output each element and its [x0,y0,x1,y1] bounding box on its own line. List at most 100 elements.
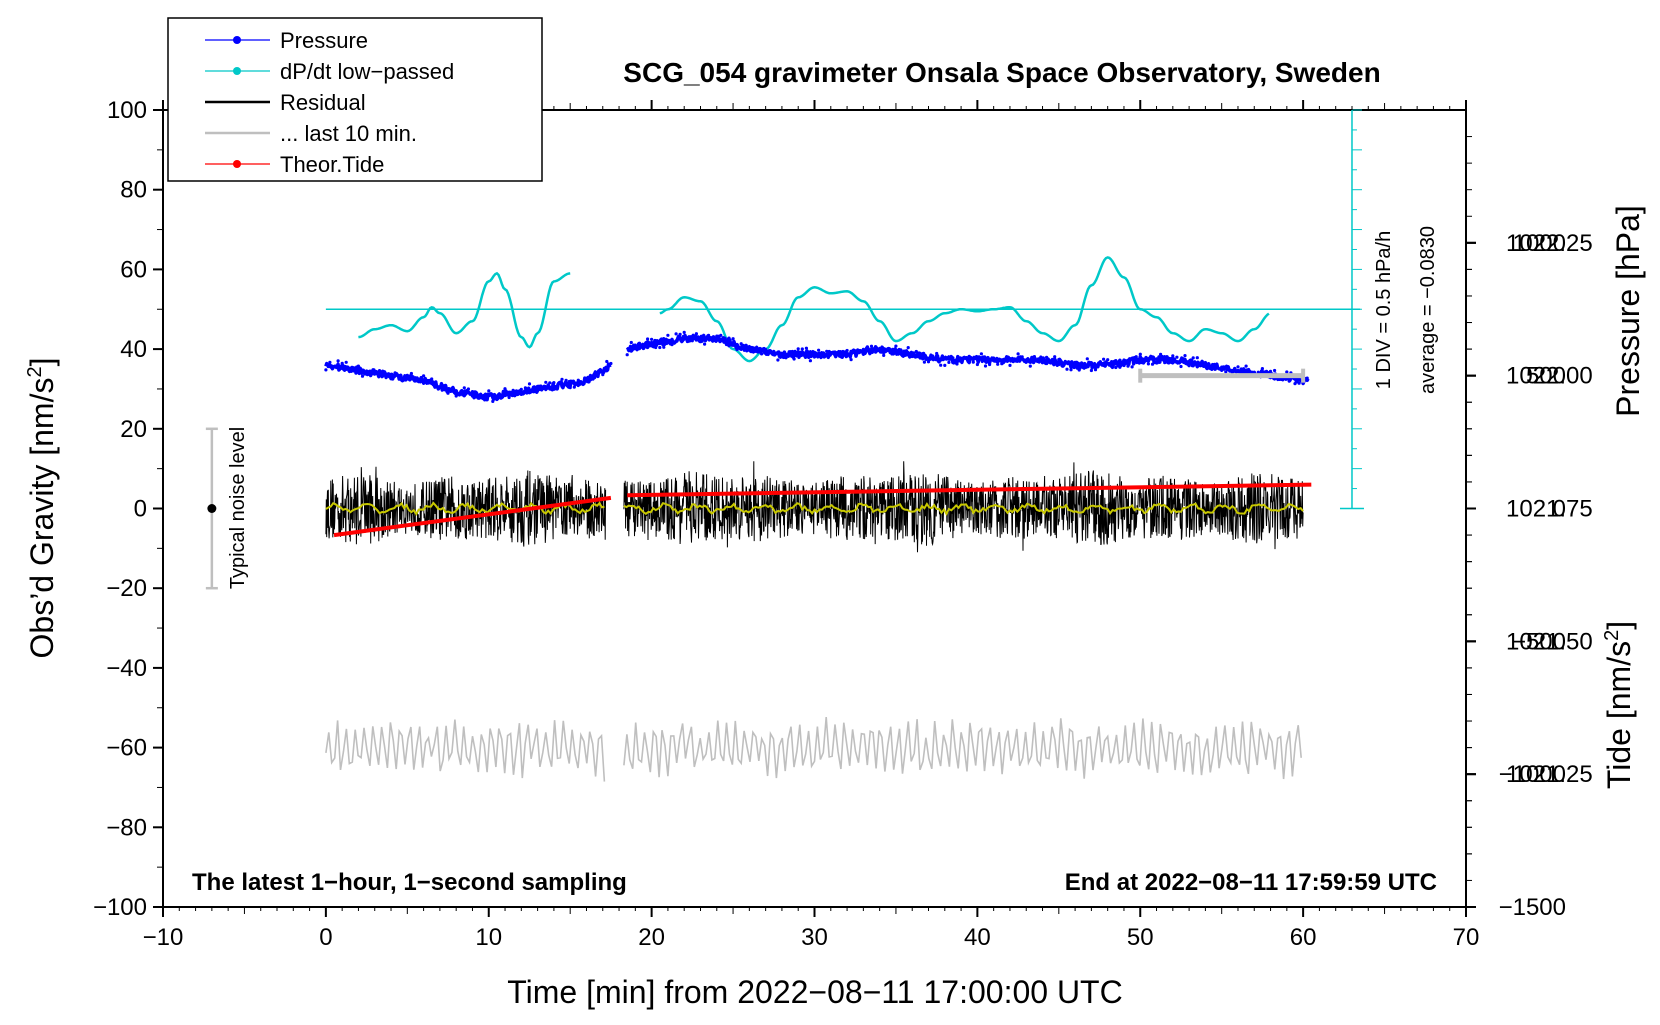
pressure-point [983,364,988,368]
tide-axis-title-sup: 2 [1601,630,1623,641]
pressure-point [768,350,772,354]
pressure-point [503,387,507,391]
pressure-point [1118,365,1122,369]
pressure-point [1154,357,1159,361]
pressure-point [373,370,377,374]
pressure-tick-label: 1022.25 [1506,230,1593,257]
pressure-point [894,344,898,348]
pressure-point [764,350,768,354]
pressure-point [540,386,544,391]
x-tick-label: −10 [143,924,184,951]
pressure-point [788,350,792,355]
pressure-point [918,353,923,357]
tide-tick-label: −500 [1512,628,1566,655]
pressure-point [1134,355,1138,359]
pressure-point [784,356,788,360]
pressure-point [454,394,458,398]
y-tick-label: −100 [93,894,147,921]
pressure-point [922,360,927,364]
tide-tick-label: 1000 [1513,230,1566,257]
pressure-point [1045,355,1049,359]
pressure-point [776,358,780,362]
pressure-point [519,387,523,391]
legend-label: dP/dt low−passed [280,59,454,84]
pressure-point [1146,362,1150,366]
pressure-point [474,395,479,399]
noise-level-label: Typical noise level [227,427,249,589]
pressure-point [1216,365,1220,369]
smoothed-line [623,502,1304,517]
pressure-point [682,330,686,334]
pressure-point [527,382,532,386]
pressure-point [979,352,984,356]
pressure-point [825,349,829,353]
pressure-point [1305,376,1309,380]
pressure-point [1077,368,1081,372]
x-tick-label: 40 [964,924,991,951]
pressure-point [1142,359,1146,363]
x-tick-label: 10 [475,924,502,951]
pressure-point [878,346,882,350]
pressure-point [833,350,837,354]
y-tick-label: 20 [120,416,147,443]
pressure-point [1183,354,1187,358]
pressure-point [804,346,809,350]
pressure-point [409,371,413,376]
pressure-point [1122,363,1126,368]
pressure-point [1081,363,1085,367]
y-axis-title-sup: 2 [24,366,46,377]
pressure-point [829,351,833,355]
pressure-point [397,377,401,381]
pressure-point [1191,356,1195,360]
pressure-point [723,336,727,340]
pressure-point [694,332,699,336]
pressure-point [654,345,658,350]
pressure-point [1248,370,1252,374]
x-tick-label: 70 [1453,924,1480,951]
pressure-point [817,348,821,352]
y-tick-label: −20 [106,575,147,602]
pressure-point [853,350,857,354]
pressure-point [548,381,552,385]
pressure-point [731,337,735,341]
pressure-point [963,356,967,360]
pressure-point [792,357,796,361]
tide-tick-label: 500 [1526,363,1566,390]
pressure-point [1277,377,1281,381]
pressure-point [1073,360,1077,364]
pressure-point [666,333,670,337]
pressure-point [458,391,462,395]
pressure-point [890,349,894,353]
pressure-point [507,395,511,400]
tide-line [627,482,1312,498]
pressure-point [633,343,637,347]
pressure-point [442,384,446,388]
pressure-point [690,339,694,343]
pressure-point [1240,370,1244,374]
pressure-point [1040,361,1045,365]
pressure-point [499,393,503,397]
pressure-point [947,360,951,364]
pressure-point [609,361,613,366]
legend-label: Theor.Tide [280,152,384,177]
pressure-point [560,377,564,381]
tide-tick-label: 0 [1553,496,1566,523]
legend-items: Pressure dP/dt low−passed Residual ... last… [205,28,454,177]
pressure-point [808,359,813,363]
pressure-series [324,330,1310,403]
y-tick-label: −80 [106,814,147,841]
pressure-point [544,380,548,384]
pressure-tick-label: 1021.25 [1506,761,1593,788]
pressure-point [1163,361,1167,365]
pressure-point [943,363,947,367]
pressure-point [1264,369,1269,373]
pressure-point [641,344,646,348]
pressure-point [1260,367,1264,371]
pressure-point [869,344,874,348]
pressure-point [719,333,723,337]
pressure-point [1171,354,1175,358]
pressure-point [1195,356,1199,360]
legend-label: Pressure [280,28,368,53]
sampling-note: The latest 1−hour, 1−second sampling [192,869,627,896]
